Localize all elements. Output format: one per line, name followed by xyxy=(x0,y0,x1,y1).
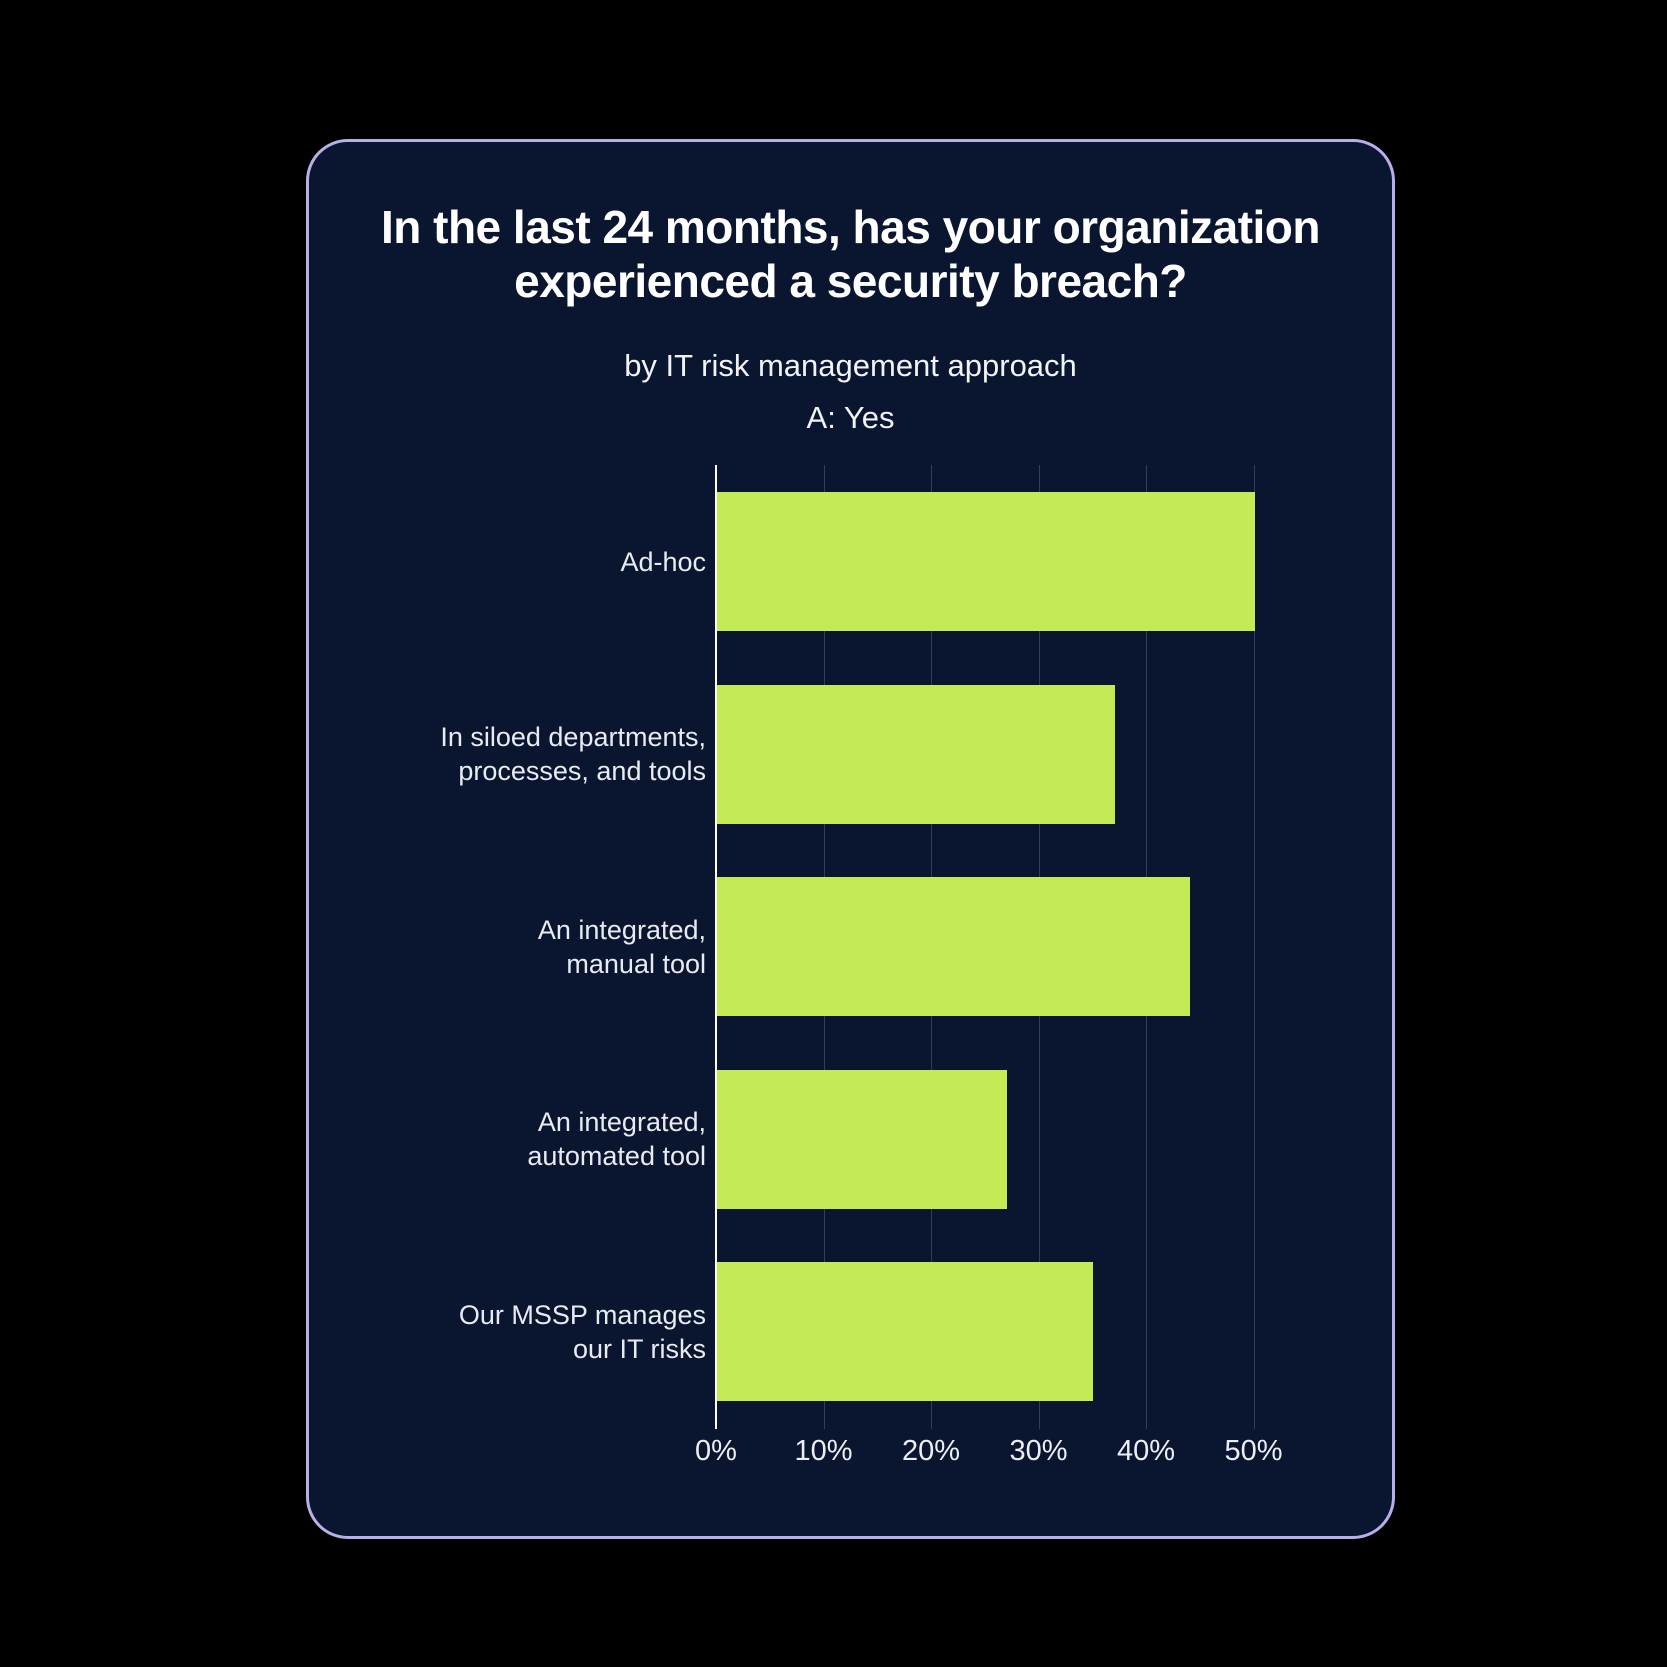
x-tick-label: 50% xyxy=(1224,1435,1283,1467)
bar-2 xyxy=(717,684,1115,824)
chart-title: In the last 24 months, has your organiza… xyxy=(380,201,1321,307)
chart-subtitle: by IT risk management approach xyxy=(624,348,1077,383)
category-label: An integrated, automated tool xyxy=(527,1107,706,1171)
chart-card: In the last 24 months, has your organiza… xyxy=(306,139,1395,1539)
gridline-50 xyxy=(1253,465,1255,1429)
x-tick-label: 20% xyxy=(901,1435,961,1467)
category-label: In siloed departments, processes, and to… xyxy=(440,722,706,786)
x-tick-label: 0% xyxy=(695,1435,737,1467)
category-label: An integrated, manual tool xyxy=(537,914,706,979)
y-axis-line xyxy=(715,465,717,1429)
x-tick-label: 40% xyxy=(1116,1435,1176,1467)
category-label: Ad-hoc xyxy=(620,546,706,577)
category-label: Our MSSP manages our IT risks xyxy=(458,1299,706,1364)
answer-label: A: Yes xyxy=(806,400,895,435)
bar-chart: 0% 10% 20% 30% 40% 50% Ad-hoc In siloed departm… xyxy=(309,142,1398,1542)
bar-5 xyxy=(717,1262,1094,1401)
bar-1 xyxy=(717,492,1255,631)
x-tick-label: 10% xyxy=(794,1435,853,1467)
bar-4 xyxy=(717,1069,1008,1209)
bar-3 xyxy=(717,877,1190,1016)
x-tick-label: 30% xyxy=(1009,1435,1068,1467)
